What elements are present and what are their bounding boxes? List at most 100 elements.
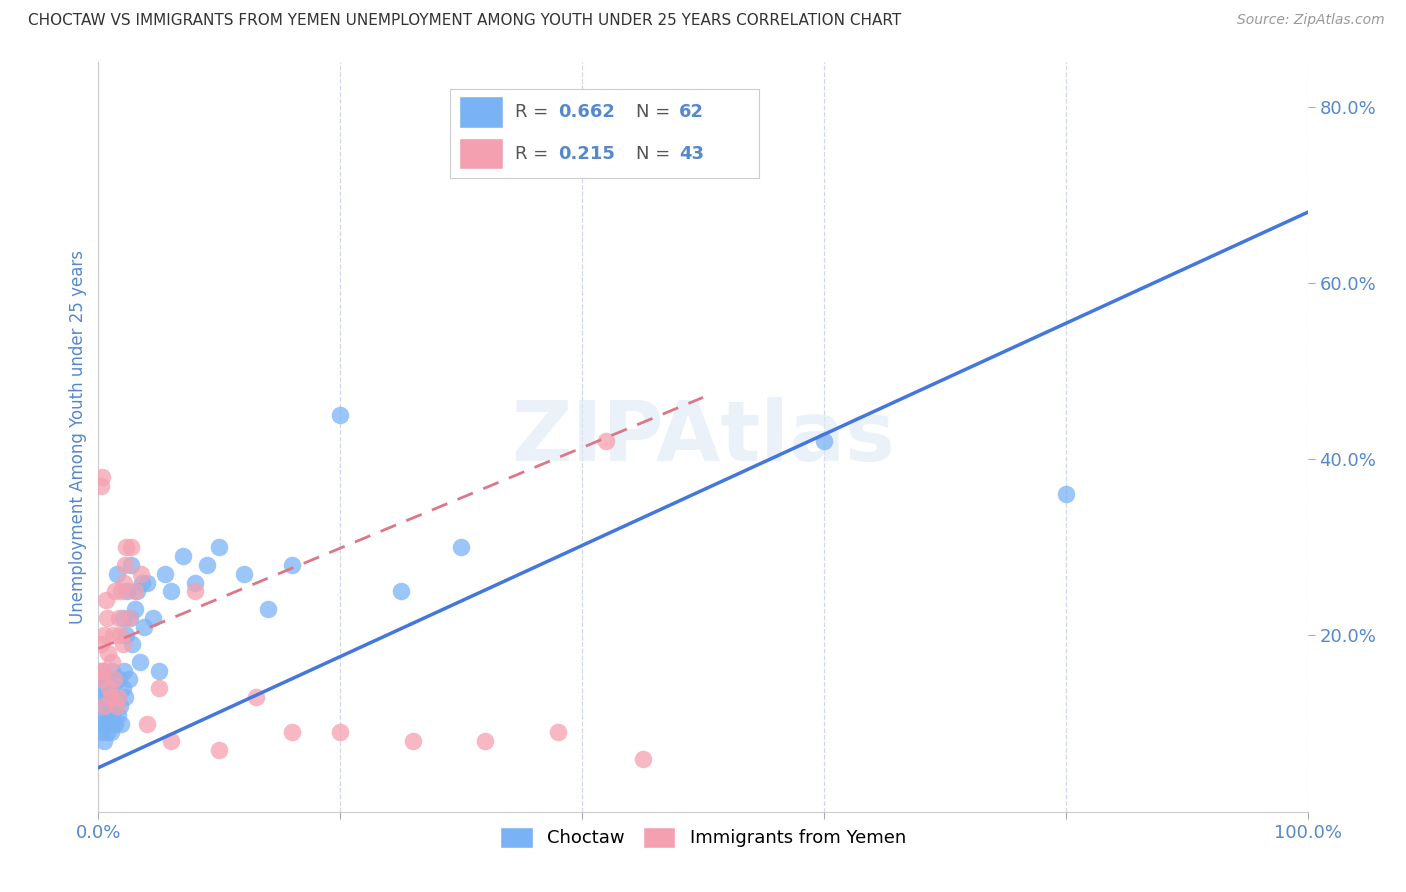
Point	[103, 698, 125, 713]
Point	[281, 725, 304, 739]
Point	[108, 628, 131, 642]
Point	[93, 734, 115, 748]
Point	[100, 690, 122, 705]
Point	[184, 575, 207, 590]
Point	[631, 752, 654, 766]
Point	[172, 549, 194, 563]
Point	[450, 541, 472, 555]
Point	[90, 690, 112, 705]
Point	[114, 558, 136, 572]
Text: 43: 43	[679, 145, 704, 163]
Text: CHOCTAW VS IMMIGRANTS FROM YEMEN UNEMPLOYMENT AMONG YOUTH UNDER 25 YEARS CORRELA: CHOCTAW VS IMMIGRANTS FROM YEMEN UNEMPLO…	[28, 13, 901, 29]
Point	[97, 707, 120, 722]
Point	[124, 602, 146, 616]
Point	[120, 541, 142, 555]
Point	[104, 716, 127, 731]
Point	[117, 584, 139, 599]
Point	[160, 584, 183, 599]
Point	[402, 734, 425, 748]
Point	[110, 584, 132, 599]
Point	[329, 408, 352, 422]
Point	[148, 681, 170, 696]
Point	[111, 681, 134, 696]
Text: 0.215: 0.215	[558, 145, 614, 163]
Point	[118, 611, 141, 625]
Point	[91, 469, 114, 483]
Text: Source: ZipAtlas.com: Source: ZipAtlas.com	[1237, 13, 1385, 28]
Point	[94, 716, 117, 731]
Point	[813, 434, 835, 449]
Point	[595, 434, 617, 449]
Point	[124, 584, 146, 599]
Point	[153, 566, 176, 581]
Point	[105, 566, 128, 581]
Point	[184, 584, 207, 599]
Point	[120, 558, 142, 572]
Point	[100, 690, 122, 705]
Point	[98, 681, 121, 696]
Point	[98, 698, 121, 713]
Point	[208, 541, 231, 555]
Point	[97, 646, 120, 660]
Point	[112, 575, 135, 590]
Point	[329, 725, 352, 739]
Point	[121, 637, 143, 651]
Text: R =: R =	[515, 145, 554, 163]
Point	[129, 566, 152, 581]
Point	[89, 716, 111, 731]
Point	[91, 673, 114, 687]
Point	[91, 681, 114, 696]
Point	[107, 690, 129, 705]
Point	[134, 619, 156, 633]
Point	[105, 690, 128, 705]
Point	[100, 707, 122, 722]
Point	[94, 673, 117, 687]
Point	[110, 716, 132, 731]
Point	[90, 637, 112, 651]
Point	[97, 681, 120, 696]
Point	[89, 664, 111, 678]
Point	[115, 541, 138, 555]
Text: R =: R =	[515, 103, 554, 121]
Point	[160, 734, 183, 748]
Point	[118, 611, 141, 625]
Legend: Choctaw, Immigrants from Yemen: Choctaw, Immigrants from Yemen	[494, 820, 912, 855]
Point	[101, 716, 124, 731]
Point	[111, 637, 134, 651]
Point	[115, 628, 138, 642]
Point	[100, 664, 122, 678]
Point	[118, 673, 141, 687]
Point	[93, 698, 115, 713]
Point	[107, 707, 129, 722]
Point	[135, 716, 157, 731]
Point	[474, 734, 496, 748]
Point	[127, 584, 149, 599]
Point	[90, 478, 112, 492]
Point	[91, 664, 114, 678]
Point	[101, 681, 124, 696]
Point	[208, 743, 231, 757]
Point	[114, 690, 136, 705]
Point	[96, 690, 118, 705]
Point	[93, 628, 115, 642]
Text: ZIPAtlas: ZIPAtlas	[510, 397, 896, 477]
Point	[135, 575, 157, 590]
Point	[1054, 487, 1077, 501]
Point	[96, 611, 118, 625]
Point	[93, 698, 115, 713]
Point	[104, 584, 127, 599]
Point	[91, 725, 114, 739]
Text: 62: 62	[679, 103, 704, 121]
Point	[108, 611, 131, 625]
Point	[256, 602, 278, 616]
Point	[91, 664, 114, 678]
Point	[108, 698, 131, 713]
Point	[108, 673, 131, 687]
FancyBboxPatch shape	[460, 96, 502, 128]
Point	[100, 655, 122, 669]
Point	[96, 725, 118, 739]
Point	[94, 593, 117, 607]
Point	[101, 628, 124, 642]
Text: 0.662: 0.662	[558, 103, 614, 121]
Point	[142, 611, 165, 625]
